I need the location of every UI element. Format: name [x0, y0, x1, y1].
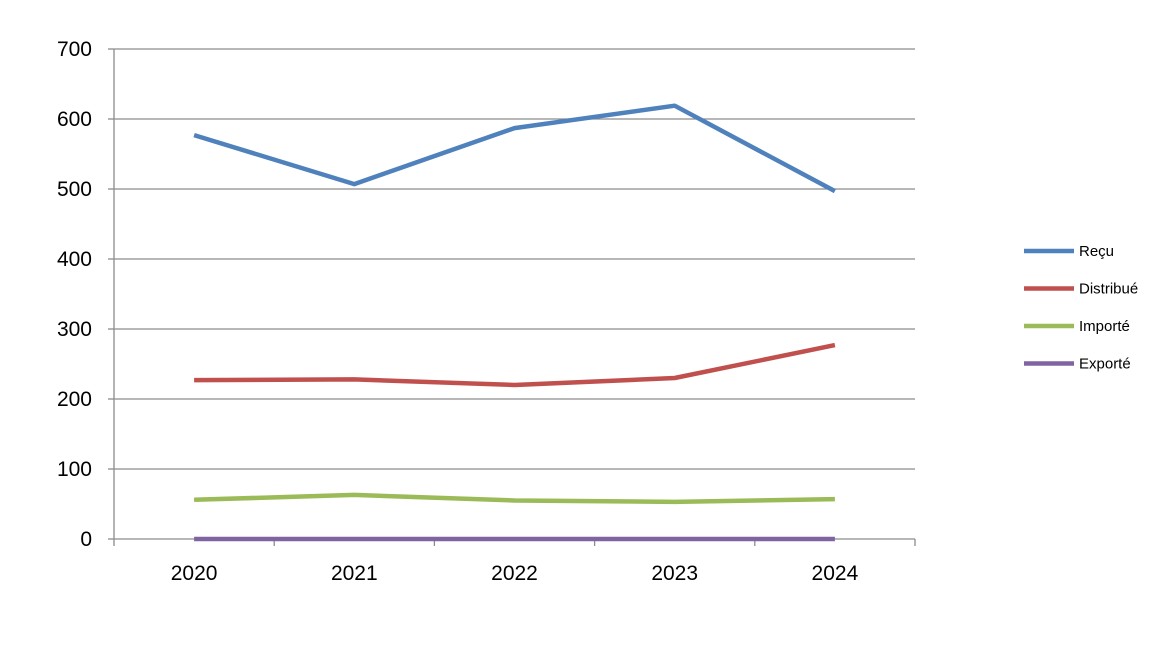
legend-label-3: Exporté	[1079, 356, 1131, 373]
legend: Reçu Distribué Importé Exporté	[1024, 243, 1138, 373]
y-tick-label: 200	[57, 388, 92, 411]
x-tick-label: 2022	[491, 562, 538, 585]
legend-label-0: Reçu	[1079, 243, 1114, 260]
x-tick-label: 2024	[812, 562, 859, 585]
x-tick-label: 2021	[331, 562, 378, 585]
legend-label-1: Distribué	[1079, 281, 1138, 298]
x-axis-ticks: 2020 2021 2022 2023 2024	[171, 562, 859, 585]
y-tick-label: 0	[80, 528, 92, 551]
y-tick-label: 400	[57, 248, 92, 271]
y-tick-label: 700	[57, 38, 92, 61]
legend-label-2: Importé	[1079, 318, 1130, 335]
series-line-0	[193, 103, 836, 194]
y-tick-label: 100	[57, 458, 92, 481]
series-line-2	[194, 492, 835, 505]
x-tick-label: 2020	[171, 562, 218, 585]
y-tick-label: 600	[57, 108, 92, 131]
series-lines	[193, 103, 836, 542]
x-tick-label: 2023	[651, 562, 698, 585]
y-tick-label: 500	[57, 178, 92, 201]
gridlines	[114, 48, 915, 470]
series-line-1	[194, 342, 836, 388]
axes	[108, 48, 916, 546]
y-tick-label: 300	[57, 318, 92, 341]
y-axis-ticks: 0 100 200 300 400 500 600 700	[57, 38, 92, 551]
